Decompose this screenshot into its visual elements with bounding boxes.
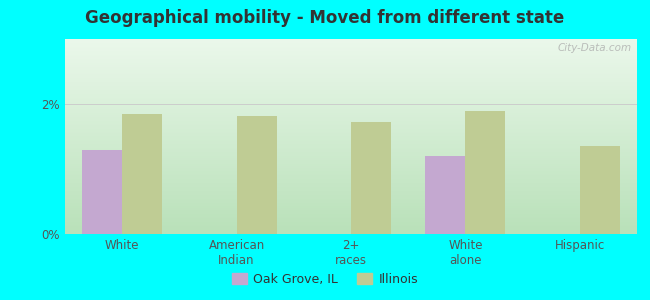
Bar [465, 110, 506, 234]
Bar [425, 156, 465, 234]
Bar [580, 146, 620, 234]
Legend: Oak Grove, IL, Illinois: Oak Grove, IL, Illinois [227, 268, 423, 291]
Text: City-Data.com: City-Data.com [557, 43, 631, 53]
Bar [351, 122, 391, 234]
Bar [82, 149, 122, 234]
Bar [237, 116, 277, 234]
Text: Geographical mobility - Moved from different state: Geographical mobility - Moved from diffe… [85, 9, 565, 27]
Bar [122, 114, 162, 234]
